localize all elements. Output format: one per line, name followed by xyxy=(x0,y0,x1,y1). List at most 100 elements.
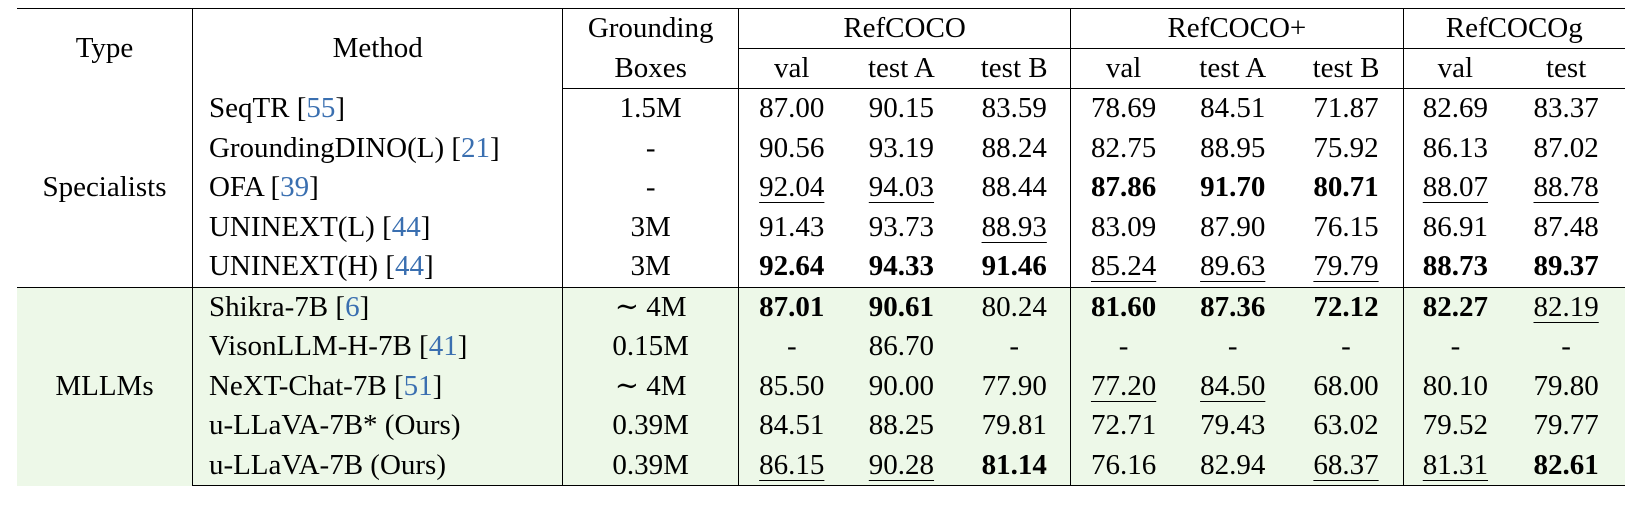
score-value: - xyxy=(786,330,797,363)
method-cell: UNINEXT(L) [44] xyxy=(191,207,563,247)
score-cell: 87.48 xyxy=(1507,208,1625,248)
score-cell: 76.15 xyxy=(1289,208,1403,248)
score-cell: 76.16 xyxy=(1070,445,1176,486)
citation-link[interactable]: 51 xyxy=(403,369,433,402)
score-value: 87.01 xyxy=(759,290,825,323)
score-cell: 86.13 xyxy=(1402,128,1508,168)
score-value: 92.64 xyxy=(759,250,825,283)
score-value: 82.69 xyxy=(1422,92,1489,125)
score-cell: 91.43 xyxy=(737,207,845,247)
score-value: 82.19 xyxy=(1533,290,1599,323)
score-cell: 87.02 xyxy=(1507,129,1625,169)
header-refcocog: RefCOCOg xyxy=(1402,8,1625,49)
score-cell: 71.87 xyxy=(1289,89,1403,129)
score-value: 83.09 xyxy=(1090,210,1157,243)
citation-link[interactable]: 21 xyxy=(461,131,491,164)
score-cell: 68.00 xyxy=(1289,366,1404,406)
score-value: 63.02 xyxy=(1313,409,1379,442)
subheader-refcocog-test: test xyxy=(1507,48,1625,89)
score-value: 94.03 xyxy=(868,171,935,204)
score-value: 79.79 xyxy=(1313,250,1379,283)
score-cell: 85.24 xyxy=(1070,247,1176,287)
score-cell: 86.70 xyxy=(844,327,959,367)
score-value: 90.56 xyxy=(759,131,825,164)
table-row: VisonLLM-H-7B [41] 0.15M - 86.70 - - - - - - xyxy=(17,327,1625,367)
subheader-refcocoplus-testb: test B xyxy=(1289,48,1404,89)
score-value: 88.24 xyxy=(981,131,1047,164)
score-value: 82.75 xyxy=(1090,131,1157,164)
score-cell: 80.24 xyxy=(958,286,1071,327)
score-value: 82.27 xyxy=(1422,290,1489,323)
score-cell: 79.52 xyxy=(1402,406,1508,446)
score-cell: 90.61 xyxy=(844,286,959,327)
header-grounding-line1: Grounding xyxy=(562,8,739,49)
subheader-refcoco-testb: test B xyxy=(958,48,1071,89)
score-cell: 91.70 xyxy=(1176,168,1290,208)
method-name: u-LLaVA-7B (Ours) xyxy=(208,448,446,481)
header-method: Method xyxy=(191,8,563,89)
method-cell: u-LLaVA-7B (Ours) xyxy=(191,445,563,486)
grounding-boxes-cell: 0.39M xyxy=(562,406,739,446)
score-value: 80.71 xyxy=(1313,171,1379,204)
score-value: 86.15 xyxy=(759,448,825,481)
score-cell: 83.09 xyxy=(1070,207,1176,247)
score-cell: 88.95 xyxy=(1176,129,1290,169)
citation-link[interactable]: 6 xyxy=(345,290,360,323)
score-cell: 88.44 xyxy=(958,168,1071,208)
score-value: - xyxy=(1341,330,1351,363)
score-value: 87.02 xyxy=(1533,131,1599,164)
score-value: 85.24 xyxy=(1090,250,1157,283)
score-cell: 81.14 xyxy=(958,445,1071,486)
score-cell: 84.51 xyxy=(737,406,845,446)
score-value: 88.73 xyxy=(1422,250,1489,283)
score-value: 87.90 xyxy=(1200,210,1266,243)
score-cell: 86.15 xyxy=(737,445,845,486)
score-value: 81.60 xyxy=(1090,290,1157,323)
score-cell: 80.71 xyxy=(1289,168,1403,208)
score-value: 87.00 xyxy=(759,92,825,125)
score-value: 79.43 xyxy=(1200,409,1266,442)
table-row: OFA [39] -92.04 94.03 88.44 87.86 91.70 80.71 8… xyxy=(17,168,1625,208)
score-value: 82.94 xyxy=(1200,448,1266,481)
score-cell: 82.19 xyxy=(1507,286,1625,327)
score-cell: 81.60 xyxy=(1070,286,1176,327)
score-value: 92.04 xyxy=(759,171,825,204)
method-name: UNINEXT(H) xyxy=(208,250,379,283)
score-cell: 79.77 xyxy=(1507,406,1625,446)
method-cell: SeqTR [55] xyxy=(191,88,563,129)
method-cell: OFA [39] xyxy=(191,168,563,208)
header-type: Type xyxy=(17,8,193,89)
grounding-boxes-cell: - xyxy=(562,168,739,208)
citation-link[interactable]: 39 xyxy=(280,171,310,204)
score-value: 71.87 xyxy=(1313,92,1379,125)
method-cell: u-LLaVA-7B* (Ours) xyxy=(191,406,563,446)
score-cell: 88.93 xyxy=(958,208,1071,248)
table-row: GroundingDINO(L) [21] -90.56 93.19 88.24 82.… xyxy=(17,128,1625,169)
score-cell: 88.78 xyxy=(1507,168,1625,208)
grounding-boxes-cell: 0.15M xyxy=(562,327,739,367)
score-value: 91.43 xyxy=(759,210,825,243)
method-name: GroundingDINO(L) xyxy=(208,131,445,164)
score-value: 84.51 xyxy=(759,409,825,442)
score-value: 80.10 xyxy=(1422,369,1489,402)
score-value: 83.37 xyxy=(1533,92,1599,125)
score-value: 80.24 xyxy=(981,290,1047,323)
citation-link[interactable]: 44 xyxy=(394,250,424,283)
score-value: - xyxy=(1227,330,1238,363)
method-cell: GroundingDINO(L) [21] xyxy=(191,128,563,168)
score-cell: 88.73 xyxy=(1402,247,1508,287)
header-grounding-line2: Boxes xyxy=(562,48,739,89)
score-cell: 90.56 xyxy=(737,128,845,168)
method-name: SeqTR xyxy=(208,92,290,124)
citation-link[interactable]: 41 xyxy=(428,330,458,363)
citation-link[interactable]: 55 xyxy=(306,92,336,124)
score-cell: 63.02 xyxy=(1289,406,1404,446)
method-name: OFA xyxy=(208,171,264,204)
score-value: 79.77 xyxy=(1533,409,1599,442)
score-value: 90.15 xyxy=(868,92,935,125)
score-cell: 83.59 xyxy=(958,89,1071,129)
score-value: 87.36 xyxy=(1200,290,1266,323)
citation-link[interactable]: 44 xyxy=(391,210,421,243)
score-cell: 87.00 xyxy=(737,88,845,129)
score-value: - xyxy=(1561,330,1571,363)
